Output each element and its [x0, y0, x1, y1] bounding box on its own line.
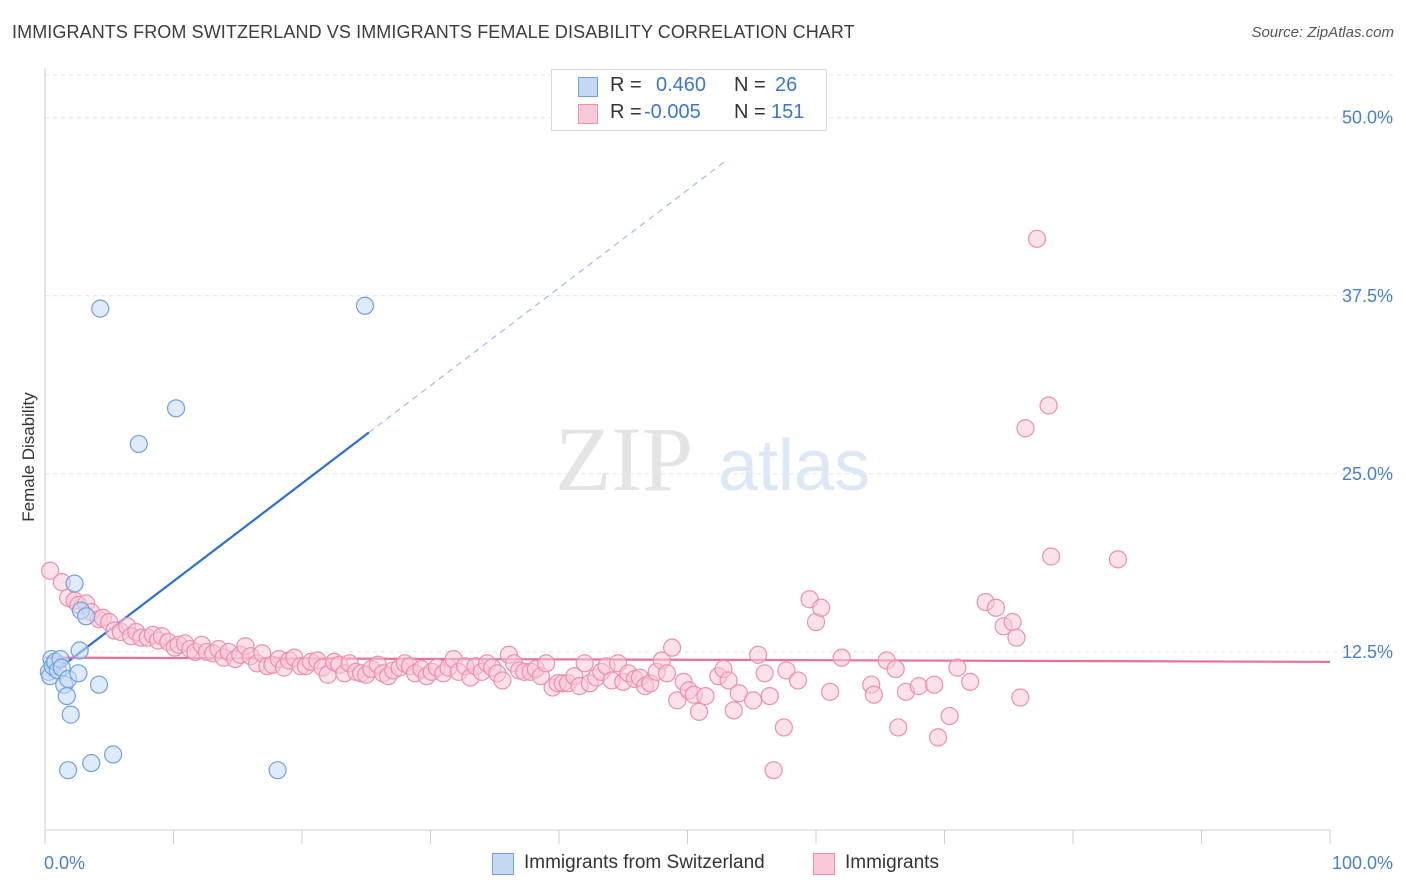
y-tick-label: 12.5%	[1342, 642, 1393, 662]
data-point	[668, 691, 687, 710]
legend-n-value: 151	[771, 101, 805, 123]
axes	[44, 68, 1331, 844]
data-point	[724, 701, 743, 720]
data-point	[940, 706, 959, 726]
data-point	[91, 299, 110, 318]
data-point	[1003, 612, 1022, 632]
data-point	[812, 598, 831, 617]
data-point	[1042, 547, 1061, 566]
data-point	[89, 675, 109, 694]
data-point	[961, 672, 980, 691]
data-point	[575, 654, 594, 673]
y-tick-labels: 12.5% 25.0% 37.5% 50.0%	[1342, 108, 1393, 662]
data-point	[268, 761, 287, 780]
data-point	[889, 718, 908, 737]
bottom-legend-swatch-blue	[492, 853, 514, 875]
data-point	[104, 745, 123, 764]
data-point	[689, 702, 709, 721]
data-point	[755, 664, 774, 683]
data-point	[1039, 396, 1058, 415]
data-point	[764, 761, 783, 780]
x-tick-label-right: 100.0%	[1332, 853, 1393, 873]
data-point	[928, 728, 948, 747]
bottom-legend-swatch-pink	[813, 853, 835, 875]
data-point	[493, 671, 512, 690]
data-point	[1007, 628, 1026, 647]
watermark-zip: ZIP	[555, 408, 693, 510]
data-point	[832, 648, 851, 667]
x-tick-label-left: 0.0%	[44, 853, 85, 873]
data-point	[57, 686, 76, 706]
source-label: Source: ZipAtlas.com	[1251, 24, 1394, 41]
data-point	[948, 658, 967, 677]
data-point	[774, 718, 793, 737]
bottom-legend-label: Immigrants from Switzerland	[524, 852, 765, 873]
legend-n-label: N =	[734, 74, 766, 96]
data-point	[59, 761, 78, 780]
data-point	[719, 671, 738, 690]
data-point	[925, 675, 944, 694]
data-point	[41, 561, 60, 580]
data-point	[662, 638, 682, 657]
data-point	[61, 705, 80, 724]
stats-legend: R = 0.460 N = 26 R = -0.005 N = 151	[551, 69, 827, 131]
data-point	[355, 296, 375, 315]
data-point	[129, 434, 148, 454]
data-point	[1011, 688, 1030, 707]
points-switzerland	[39, 296, 375, 780]
data-point	[82, 753, 101, 773]
points-immigrants	[41, 229, 1128, 780]
data-point	[537, 654, 556, 673]
y-axis-label: Female Disability	[19, 392, 38, 522]
data-point	[1016, 419, 1035, 438]
legend-n-value: 26	[775, 74, 798, 96]
data-point	[65, 574, 84, 593]
legend-row-switzerland: R = 0.460 N = 26	[552, 74, 826, 100]
gridlines	[45, 74, 1393, 653]
data-point	[1027, 229, 1047, 248]
legend-r-label: R =	[610, 101, 642, 123]
legend-r-label: R =	[610, 74, 642, 96]
data-point	[696, 686, 715, 706]
data-point	[1108, 550, 1128, 569]
legend-swatch-pink	[578, 104, 598, 124]
data-point	[749, 645, 768, 664]
data-point	[70, 641, 89, 660]
y-tick-label: 25.0%	[1342, 464, 1393, 484]
data-point	[788, 671, 808, 690]
data-point	[760, 686, 779, 706]
trend-line-switzerland	[48, 160, 727, 678]
bottom-legend-label: Immigrants	[845, 852, 939, 873]
legend-swatch-blue	[578, 77, 598, 97]
data-point	[909, 677, 928, 696]
chart-title: IMMIGRANTS FROM SWITZERLAND VS IMMIGRANT…	[12, 22, 855, 42]
legend-n-label: N =	[734, 101, 766, 123]
data-point	[886, 659, 905, 679]
legend-row-immigrants: R = -0.005 N = 151	[552, 101, 826, 127]
trend-line-solid	[48, 431, 370, 678]
data-point	[166, 399, 186, 418]
legend-r-value: -0.005	[644, 101, 701, 123]
data-point	[69, 664, 88, 683]
data-point	[743, 691, 763, 710]
watermark-atlas: atlas	[718, 426, 870, 506]
y-tick-label: 50.0%	[1342, 108, 1393, 128]
data-point	[657, 664, 677, 683]
legend-r-value: 0.460	[656, 74, 707, 96]
data-point	[864, 685, 883, 704]
trend-line-extension	[368, 160, 727, 434]
data-point	[777, 661, 796, 680]
y-tick-label: 37.5%	[1342, 286, 1393, 306]
data-point	[77, 607, 96, 626]
data-point	[986, 598, 1006, 617]
data-point	[821, 682, 840, 701]
